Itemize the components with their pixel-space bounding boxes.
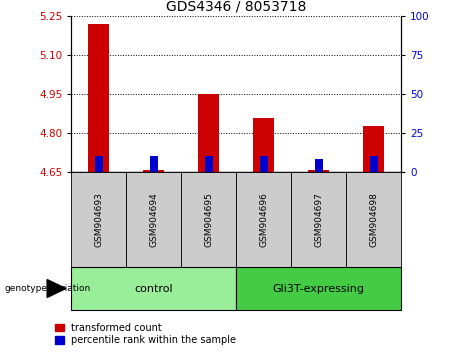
- Text: control: control: [135, 284, 173, 293]
- Legend: transformed count, percentile rank within the sample: transformed count, percentile rank withi…: [51, 319, 240, 349]
- Bar: [198, 94, 219, 172]
- Polygon shape: [47, 280, 66, 297]
- Bar: [260, 156, 268, 172]
- Text: GSM904695: GSM904695: [204, 192, 213, 247]
- Bar: [291, 172, 346, 267]
- Bar: [150, 156, 158, 172]
- Bar: [363, 126, 384, 172]
- Title: GDS4346 / 8053718: GDS4346 / 8053718: [166, 0, 307, 13]
- Bar: [71, 172, 126, 267]
- Bar: [143, 170, 164, 172]
- Text: GSM904694: GSM904694: [149, 192, 159, 247]
- Text: GSM904697: GSM904697: [314, 192, 323, 247]
- Bar: [370, 156, 378, 172]
- Bar: [126, 172, 181, 267]
- Bar: [253, 119, 274, 172]
- Text: genotype/variation: genotype/variation: [5, 284, 91, 293]
- Bar: [89, 24, 109, 172]
- Bar: [236, 172, 291, 267]
- Bar: [71, 267, 236, 310]
- Bar: [181, 172, 236, 267]
- Bar: [308, 170, 329, 172]
- Bar: [236, 267, 401, 310]
- Text: GSM904693: GSM904693: [95, 192, 103, 247]
- Text: GSM904698: GSM904698: [369, 192, 378, 247]
- Bar: [205, 156, 213, 172]
- Bar: [346, 172, 401, 267]
- Bar: [95, 156, 103, 172]
- Bar: [315, 159, 323, 172]
- Text: GSM904696: GSM904696: [259, 192, 268, 247]
- Text: Gli3T-expressing: Gli3T-expressing: [272, 284, 365, 293]
